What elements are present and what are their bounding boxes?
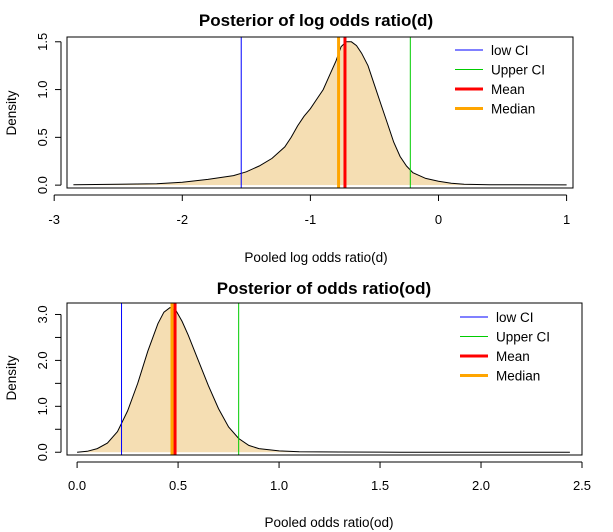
y-tick-label: 1.5 [35,33,50,51]
legend-label-median: Median [496,369,540,384]
plot-frame [66,302,583,456]
legend-label-low-ci: low CI [496,310,534,325]
chart-log-odds: Posterior of log odds ratio(d) -3 -2 -1 0 1 0… [4,11,574,265]
density-fill [73,41,567,186]
plot-area: 0.0 0.5 1.0 1.5 2.0 2.5 0.0 1.0 2.0 3.0 low CI Uppe… [35,302,591,493]
legend: low CI Upper CI Mean Median [460,310,550,384]
y-tick-label: 0.5 [35,128,50,146]
plot-frame [66,36,574,189]
x-tick-label: -3 [48,212,60,227]
legend-label-upper-ci: Upper CI [491,63,545,78]
x-tick-label: -2 [177,212,189,227]
y-tick-label: 1.0 [35,81,50,99]
y-axis-label: Density [4,90,19,135]
x-axis-label: Pooled odds ratio(od) [264,515,393,530]
density-curve [77,307,570,453]
x-tick-label: 2.0 [472,478,490,493]
x-tick-label: 0 [435,212,442,227]
x-axis-label: Pooled log odds ratio(d) [244,250,387,265]
x-tick-label: 0.0 [68,478,86,493]
x-tick-label: 1 [563,212,570,227]
x-tick-label: -1 [305,212,317,227]
legend-label-mean: Mean [496,349,530,364]
legend-label-low-ci: low CI [491,43,529,58]
y-tick-label: 0.0 [35,176,50,194]
chart-title: Posterior of log odds ratio(d) [199,11,433,30]
legend: low CI Upper CI Mean Median [455,43,545,117]
x-tick-label: 0.5 [169,478,187,493]
legend-label-median: Median [491,102,535,117]
chart-odds: Posterior of odds ratio(od) 0.0 0.5 1.0 1.5… [4,279,591,530]
x-tick-label: 2.5 [573,478,591,493]
y-tick-label: 0.0 [35,443,50,461]
chart-title: Posterior of odds ratio(od) [217,279,431,298]
y-axis-label: Density [4,355,19,400]
plot-area: -3 -2 -1 0 1 0.0 0.5 1.0 1.5 low CI Upper CI Mean Me… [35,33,574,227]
x-tick-label: 1.0 [270,478,288,493]
x-tick-label: 1.5 [371,478,389,493]
density-fill [77,307,570,453]
y-tick-label: 1.0 [35,397,50,415]
legend-label-mean: Mean [491,82,525,97]
y-tick-label: 3.0 [35,305,50,323]
y-tick-label: 2.0 [35,351,50,369]
legend-label-upper-ci: Upper CI [496,330,550,345]
